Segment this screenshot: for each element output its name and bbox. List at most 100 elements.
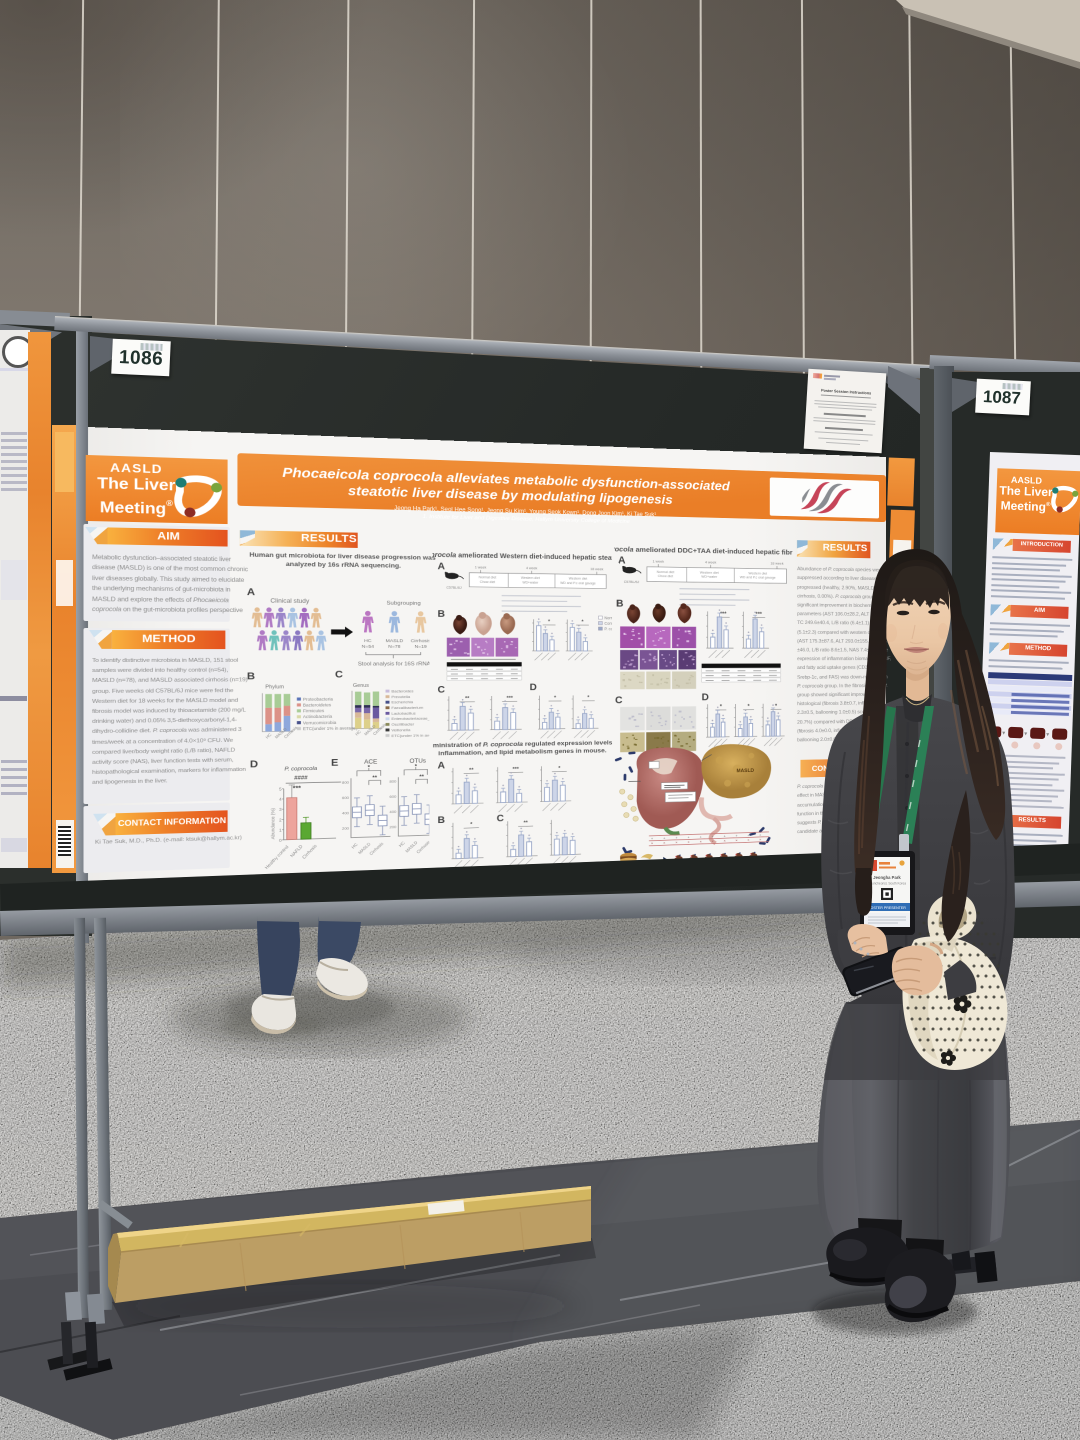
svg-text:P. coprocola: P. coprocola <box>285 765 318 772</box>
svg-text:Western diet: Western diet <box>521 576 540 580</box>
svg-text:400: 400 <box>390 809 397 814</box>
svg-text:Proteobacteria: Proteobacteria <box>303 697 333 703</box>
svg-text:Chow diet: Chow diet <box>658 574 674 578</box>
svg-text:+: + <box>712 835 715 839</box>
svg-text:×: × <box>712 840 715 844</box>
svg-text:C: C <box>496 813 503 823</box>
svg-text:HC: HC <box>364 638 372 643</box>
svg-text:Escherichia: Escherichia <box>392 700 414 705</box>
svg-text:1 week: 1 week <box>474 565 486 569</box>
svg-text:Genus: Genus <box>353 683 369 688</box>
svg-text:Bacteroidetes: Bacteroidetes <box>303 702 332 708</box>
svg-text:*: * <box>587 695 590 700</box>
svg-text:***: *** <box>293 784 301 792</box>
svg-text:A: A <box>437 760 444 770</box>
svg-text:C57BL/6J: C57BL/6J <box>624 580 639 584</box>
svg-text:Chow diet: Chow diet <box>479 580 494 584</box>
svg-text:D: D <box>250 759 258 770</box>
svg-text:**: ** <box>420 774 425 780</box>
svg-text:B: B <box>616 599 623 610</box>
svg-text:0: 0 <box>279 838 282 843</box>
svg-text:Subgrouping: Subgrouping <box>387 600 422 606</box>
svg-text:MASLD: MASLD <box>737 769 755 774</box>
svg-text:***: *** <box>756 612 763 618</box>
svg-text:HC: HC <box>351 842 359 850</box>
svg-text:800: 800 <box>390 779 397 784</box>
svg-text:ACE: ACE <box>365 759 379 765</box>
svg-text:600: 600 <box>342 795 350 800</box>
svg-text:####: #### <box>294 774 308 780</box>
svg-text:C: C <box>335 669 343 680</box>
svg-text:POSTER PRESENTER: POSTER PRESENTER <box>868 906 906 910</box>
svg-text:400: 400 <box>342 810 350 815</box>
svg-text:4: 4 <box>279 797 282 802</box>
svg-text:N=19: N=19 <box>415 644 427 649</box>
svg-text:Actinobacteria: Actinobacteria <box>303 714 333 720</box>
svg-text:1 week: 1 week <box>653 560 665 564</box>
svg-text:HC: HC <box>355 729 363 736</box>
svg-text:***: *** <box>512 767 519 772</box>
svg-text:Western diet: Western diet <box>700 571 720 575</box>
svg-text:**: ** <box>469 768 474 773</box>
svg-text:600: 600 <box>390 794 397 799</box>
svg-text:C: C <box>437 684 444 694</box>
svg-text:+: + <box>651 837 654 841</box>
svg-text:Clinical study: Clinical study <box>271 598 310 605</box>
svg-text:×: × <box>724 839 727 843</box>
svg-text:Lactobacillus: Lactobacillus <box>392 711 417 716</box>
svg-text:+: + <box>736 834 739 838</box>
svg-text:ETC(under 1% in average): ETC(under 1% in average) <box>392 732 430 737</box>
svg-text:***: *** <box>720 612 727 618</box>
svg-text:D: D <box>529 682 536 692</box>
svg-text:Verrucomicrobia: Verrucomicrobia <box>303 720 337 726</box>
svg-text:ETC(under 1% in average): ETC(under 1% in average) <box>303 726 358 732</box>
svg-text:Faecalibacterium: Faecalibacterium <box>392 705 424 710</box>
svg-text:18 week: 18 week <box>770 562 784 566</box>
svg-text:P. coprocola: P. coprocola <box>604 627 612 631</box>
svg-text:+: + <box>724 834 727 838</box>
svg-text:HC: HC <box>398 840 406 848</box>
svg-text:4 week: 4 week <box>705 560 717 564</box>
svg-text:*: * <box>581 620 584 625</box>
svg-text:+: + <box>747 833 750 837</box>
svg-text:5: 5 <box>279 787 282 792</box>
svg-text:Cirrhosis: Cirrhosis <box>302 843 319 860</box>
svg-text:**: ** <box>523 821 528 826</box>
svg-text:1: 1 <box>279 828 282 833</box>
svg-text:**: ** <box>465 696 470 701</box>
svg-text:Abundance (%): Abundance (%) <box>271 807 277 839</box>
svg-text:WD and P.c oral gavage: WD and P.c oral gavage <box>560 581 596 585</box>
svg-text:×: × <box>700 840 703 844</box>
svg-text:B: B <box>437 815 444 826</box>
svg-text:inflammation, and lipid metabo: inflammation, and lipid metabolism genes… <box>438 746 606 757</box>
svg-text:WD+water: WD+water <box>701 575 718 579</box>
svg-text:+: + <box>675 836 678 840</box>
svg-text:*: * <box>548 619 551 624</box>
svg-text:200: 200 <box>342 826 350 831</box>
svg-text:B: B <box>437 609 444 619</box>
svg-text:B: B <box>247 671 255 682</box>
svg-text:A: A <box>618 555 626 566</box>
svg-text:D: D <box>702 693 709 704</box>
svg-text:+: + <box>700 835 703 839</box>
svg-text:P. coprocola ameliorated DDC+T: P. coprocola ameliorated DDC+TAA diet-in… <box>614 546 792 558</box>
svg-text:Administration of P. coprocola: Administration of P. coprocola regulated… <box>432 738 612 749</box>
svg-text:+: + <box>688 835 691 839</box>
svg-text:×: × <box>663 841 666 845</box>
svg-text:Normal diet: Normal diet <box>478 576 496 580</box>
svg-text:Bacteroides: Bacteroides <box>392 689 415 693</box>
svg-text:*: * <box>558 766 561 771</box>
svg-text:×: × <box>651 842 654 846</box>
svg-text:OTUs: OTUs <box>410 758 427 764</box>
svg-text:N=54: N=54 <box>362 644 374 649</box>
svg-text:3: 3 <box>279 807 282 812</box>
svg-text:Firmicutes: Firmicutes <box>303 708 325 714</box>
svg-text:800: 800 <box>342 780 350 785</box>
svg-text:Control: Control <box>604 621 612 625</box>
svg-text:×: × <box>675 841 678 845</box>
svg-text:C: C <box>615 695 623 706</box>
svg-text:A: A <box>437 561 444 571</box>
svg-text:2: 2 <box>279 817 282 822</box>
svg-text:Enterobacteriaceae_g: Enterobacteriaceae_g <box>392 716 430 721</box>
svg-text:Jeongha Park: Jeongha Park <box>873 875 901 880</box>
